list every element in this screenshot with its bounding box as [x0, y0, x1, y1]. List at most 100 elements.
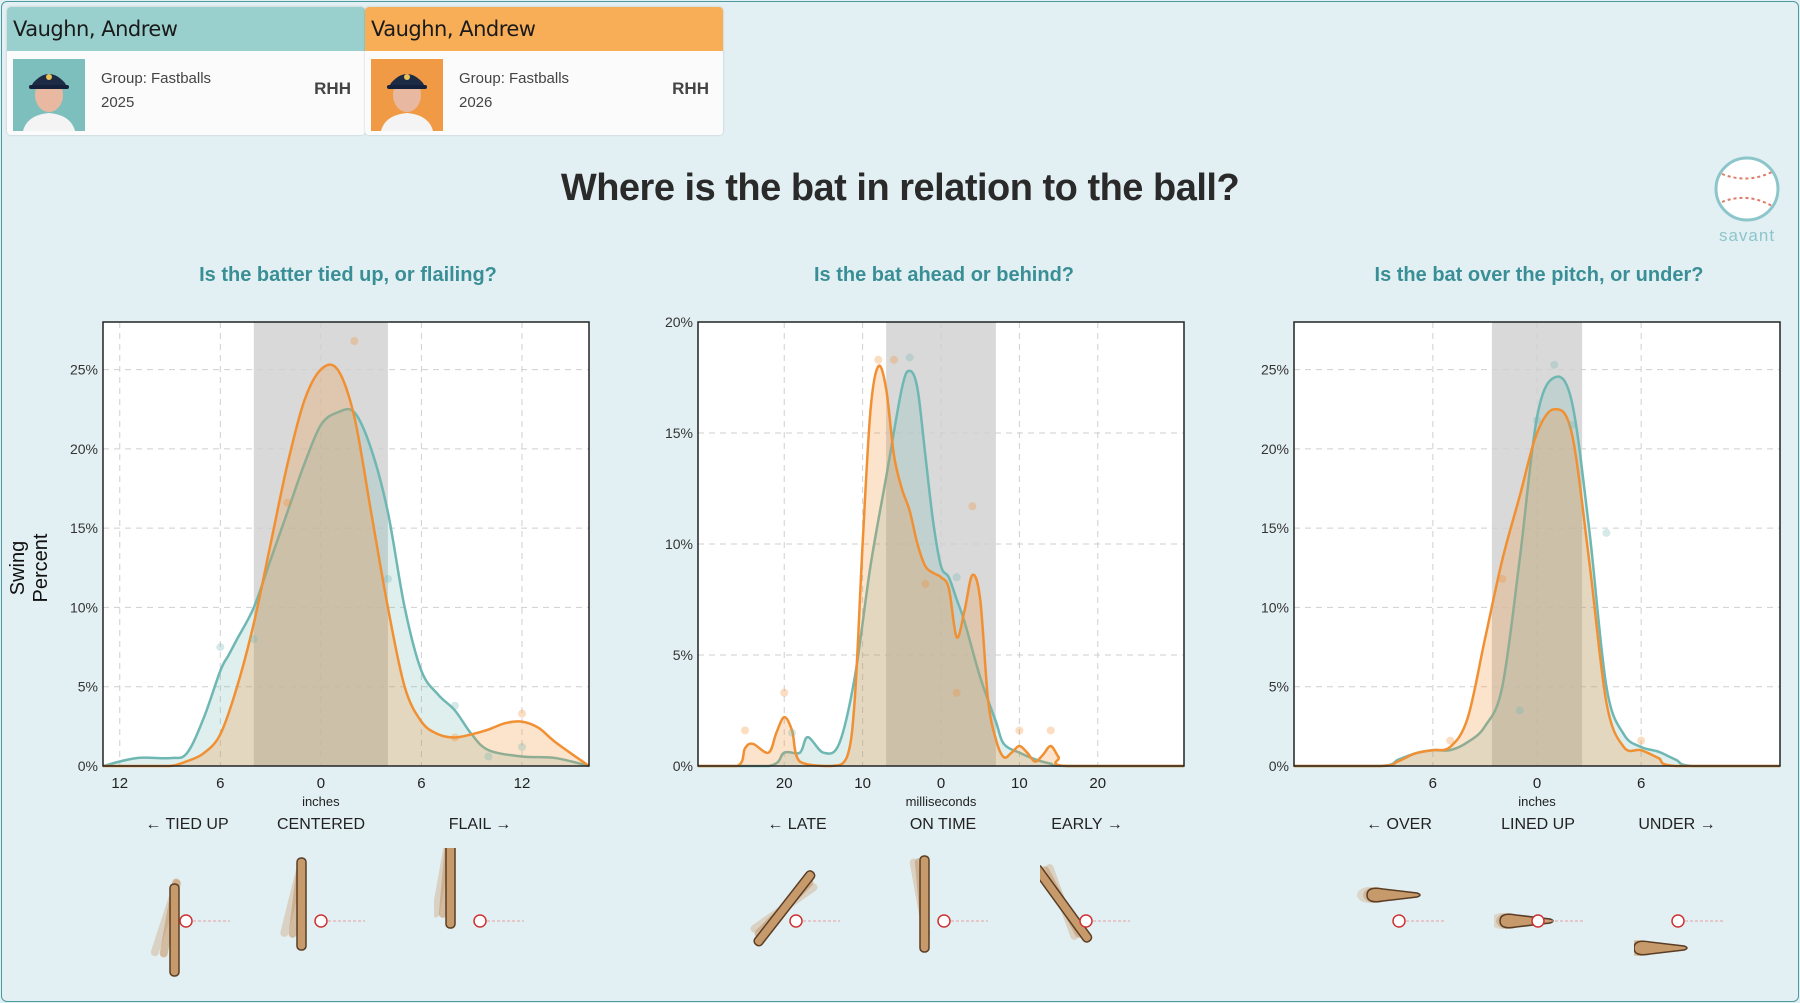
- data-point: [517, 709, 526, 718]
- data-point: [952, 573, 961, 582]
- zone-label-lined-up: LINED UP: [1501, 816, 1575, 833]
- bat-lined-up-icon: [1494, 913, 1584, 929]
- data-point: [517, 742, 526, 751]
- zone-label-on-time: ON TIME: [909, 816, 977, 833]
- bat-centered-icon: [280, 857, 365, 951]
- player-info: Group: Fastballs 2026: [459, 67, 569, 115]
- y-tick-label: 0%: [1269, 758, 1289, 774]
- y-tick-label: 15%: [665, 425, 693, 441]
- data-point: [383, 574, 392, 583]
- x-tick-label: 10: [854, 775, 871, 792]
- x-axis-label: inches: [1518, 794, 1556, 809]
- y-tick-label: 20%: [1261, 441, 1289, 457]
- player-name: Vaughn, Andrew: [7, 7, 365, 51]
- player-photo: [13, 59, 85, 131]
- plot-border: [102, 321, 590, 767]
- x-tick-label: 12: [514, 775, 531, 792]
- data-point: [450, 733, 459, 742]
- x-tick-label: 12: [111, 775, 128, 792]
- zone-label-tied-up: ← TIED UP: [145, 816, 229, 833]
- bat-over-icon: [1357, 887, 1445, 928]
- chart-over-under: 0% 5% 10% 15% 20% 25% 6 0 6 inches: [1261, 321, 1781, 809]
- y-tick-label: 5%: [673, 647, 693, 663]
- density-area-teal: [1294, 376, 1780, 766]
- zone-label-over: ← OVER: [1366, 816, 1432, 833]
- y-tick-label: 5%: [78, 679, 98, 695]
- plot-border: [1293, 321, 1781, 767]
- data-point: [968, 502, 977, 511]
- chart-title-tied-up: Is the batter tied up, or flailing?: [199, 264, 497, 286]
- chart-ahead-behind: 0% 5% 10% 15% 20% 20 10 0 10 20 milliseconds: [665, 314, 1185, 809]
- x-axis-label: milliseconds: [906, 794, 977, 809]
- player-info: Group: Fastballs 2025: [101, 67, 211, 115]
- zone-label-centered: CENTERED: [276, 816, 365, 833]
- data-point: [889, 355, 898, 364]
- bat-early-icon: [1040, 864, 1130, 943]
- data-point: [1637, 736, 1646, 745]
- y-tick-label: 20%: [665, 314, 693, 330]
- y-tick-label: 0%: [78, 758, 98, 774]
- bat-flail-icon: [434, 848, 524, 929]
- bat-under-icon: [1634, 914, 1724, 956]
- y-tick-label: 10%: [665, 536, 693, 552]
- bat-late-icon: [750, 870, 840, 947]
- x-tick-label: 20: [776, 775, 793, 792]
- zone-label-flail: FLAIL →: [448, 816, 512, 833]
- density-line-orange: [698, 364, 1184, 768]
- data-point: [905, 353, 914, 362]
- plot-border: [697, 321, 1185, 767]
- density-line-orange: [1294, 407, 1780, 768]
- density-line-teal: [102, 407, 590, 768]
- data-point: [780, 688, 789, 697]
- chart-tied-up: 0% 5% 10% 15% 20% 25% 12 6 0 6 12 inches: [70, 321, 590, 809]
- density-area-orange: [698, 365, 1184, 766]
- x-tick-label: 20: [1089, 775, 1106, 792]
- data-point: [249, 635, 258, 644]
- player-name: Vaughn, Andrew: [365, 7, 723, 51]
- x-axis-label: inches: [302, 794, 340, 809]
- y-tick-label: 20%: [70, 441, 98, 457]
- data-point: [788, 728, 797, 737]
- y-tick-label: 10%: [70, 599, 98, 615]
- density-line-orange: [103, 363, 590, 768]
- player-photo: [371, 59, 443, 131]
- x-tick-label: 6: [417, 775, 425, 792]
- data-point: [921, 579, 930, 588]
- zone-label-late: ← LATE: [767, 816, 827, 833]
- chart-title-ahead-behind: Is the bat ahead or behind?: [813, 264, 1075, 286]
- data-point: [1533, 416, 1541, 425]
- data-point: [1446, 736, 1455, 745]
- y-tick-label: 15%: [70, 520, 98, 536]
- y-tick-label: 0%: [673, 758, 693, 774]
- data-point: [1550, 360, 1559, 369]
- data-point: [216, 643, 225, 652]
- bat-tied-up-icon: [150, 878, 230, 977]
- group-label: Group: Fastballs: [101, 70, 212, 87]
- density-line-teal: [698, 369, 1184, 768]
- x-tick-label: 6: [1637, 775, 1645, 792]
- density-area-orange: [1294, 409, 1780, 766]
- data-point: [1515, 706, 1524, 715]
- player-card-2026[interactable]: Vaughn, Andrew Group: Fastballs 2026 RHH: [365, 7, 723, 135]
- player-card-2025[interactable]: Vaughn, Andrew Group: Fastballs 2025 RHH: [7, 7, 365, 135]
- data-point: [283, 498, 292, 507]
- batting-hand: RHH: [672, 79, 709, 98]
- y-tick-label: 15%: [1261, 520, 1289, 536]
- x-tick-label: 0: [937, 775, 945, 792]
- savant-logo-icon: [1714, 156, 1780, 222]
- bat-on-time-icon: [909, 855, 988, 953]
- x-tick-label: 0: [317, 775, 325, 792]
- y-tick-label: 25%: [70, 362, 98, 378]
- savant-logo-text: savant: [1718, 226, 1776, 245]
- data-point: [1567, 421, 1576, 430]
- density-area-teal: [103, 409, 589, 766]
- x-tick-label: 10: [1011, 775, 1028, 792]
- group-label: Group: Fastballs: [459, 70, 570, 87]
- data-point: [874, 355, 883, 364]
- data-point: [1046, 726, 1055, 735]
- batting-hand: RHH: [314, 79, 351, 98]
- zone-label-early: EARLY →: [1051, 816, 1123, 833]
- data-point: [1602, 528, 1611, 537]
- y-tick-label: 10%: [1261, 599, 1289, 615]
